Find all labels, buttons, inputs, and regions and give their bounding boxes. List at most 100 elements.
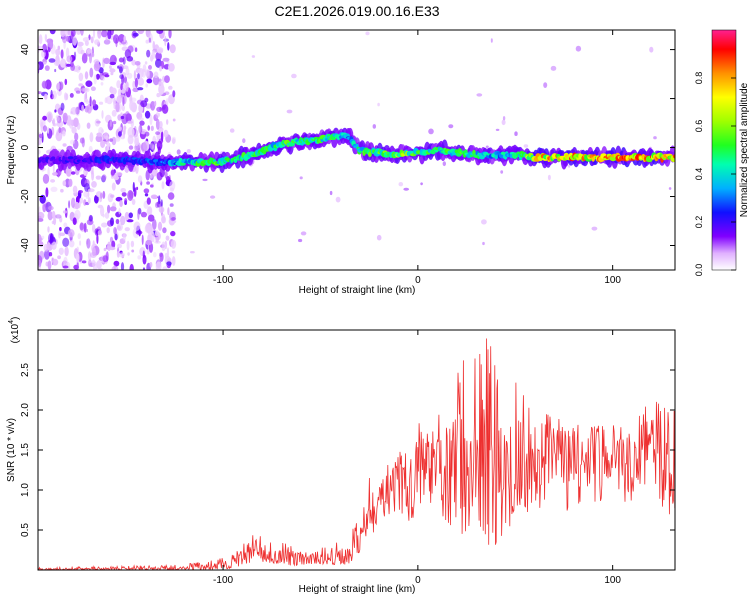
noise-speck bbox=[500, 170, 504, 174]
noise-blob bbox=[92, 240, 95, 248]
noise-blob bbox=[47, 126, 50, 134]
noise-blob bbox=[167, 42, 170, 51]
noise-blob bbox=[121, 192, 127, 197]
noise-blob bbox=[78, 72, 84, 82]
noise-speck bbox=[591, 226, 598, 231]
noise-blob bbox=[62, 180, 67, 187]
noise-blob bbox=[71, 126, 77, 134]
noise-blob bbox=[76, 122, 81, 130]
noise-blob bbox=[171, 250, 176, 254]
noise-blob bbox=[122, 96, 125, 107]
noise-blob bbox=[144, 193, 149, 197]
noise-speck bbox=[251, 55, 256, 58]
noise-blob bbox=[131, 249, 135, 253]
noise-blob bbox=[161, 213, 166, 224]
noise-blob bbox=[104, 74, 110, 78]
noise-blob bbox=[142, 254, 147, 265]
noise-blob bbox=[76, 260, 79, 270]
noise-blob bbox=[163, 129, 169, 138]
noise-blob bbox=[116, 250, 120, 258]
colorbar-gradient bbox=[711, 29, 737, 271]
noise-blob bbox=[160, 199, 163, 208]
noise-blob bbox=[128, 212, 133, 219]
noise-blob bbox=[72, 185, 78, 194]
snr-xlabel: Height of straight line (km) bbox=[299, 584, 416, 595]
noise-blob bbox=[91, 52, 95, 58]
noise-blob bbox=[120, 112, 123, 117]
ridge-core bbox=[67, 156, 74, 160]
noise-blob bbox=[144, 110, 151, 119]
noise-blob bbox=[143, 188, 150, 194]
noise-blob bbox=[86, 48, 93, 54]
noise-blob bbox=[110, 194, 115, 198]
noise-blob bbox=[55, 214, 62, 219]
noise-blob bbox=[134, 77, 138, 88]
noise-blob bbox=[57, 255, 61, 260]
noise-blob bbox=[144, 61, 148, 65]
snr-ytick-label: 0.5 bbox=[20, 523, 31, 537]
noise-blob bbox=[48, 233, 55, 244]
noise-speck bbox=[300, 231, 307, 236]
noise-blob bbox=[82, 37, 90, 42]
noise-blob bbox=[171, 256, 176, 266]
noise-blob bbox=[152, 75, 160, 86]
noise-blob bbox=[62, 130, 66, 137]
noise-blob bbox=[150, 184, 154, 188]
noise-blob bbox=[45, 79, 52, 90]
noise-blob bbox=[86, 228, 88, 233]
noise-blob bbox=[54, 68, 57, 73]
noise-blob bbox=[97, 204, 104, 209]
noise-blob bbox=[109, 54, 117, 65]
noise-blob bbox=[101, 222, 108, 228]
noise-blob bbox=[160, 130, 164, 142]
spectrogram-marks bbox=[38, 30, 675, 270]
noise-blob bbox=[166, 261, 172, 266]
noise-blob bbox=[123, 76, 127, 84]
noise-blob bbox=[126, 240, 130, 251]
noise-speck bbox=[653, 136, 657, 140]
noise-blob bbox=[125, 67, 130, 76]
noise-blob bbox=[105, 135, 109, 142]
noise-blob bbox=[125, 111, 130, 118]
noise-blob bbox=[101, 30, 108, 38]
noise-speck bbox=[190, 251, 195, 254]
noise-blob bbox=[119, 66, 123, 74]
noise-blob bbox=[169, 44, 176, 54]
noise-blob bbox=[127, 190, 134, 201]
noise-blob bbox=[138, 117, 144, 121]
noise-blob bbox=[52, 172, 58, 176]
spectrogram-xtick-label: 0 bbox=[415, 275, 421, 286]
noise-blob bbox=[55, 131, 63, 142]
noise-speck bbox=[442, 161, 446, 167]
spectrogram-ytick-label: 20 bbox=[20, 93, 31, 105]
noise-blob bbox=[132, 181, 135, 193]
colorbar-tick-label: 0.2 bbox=[694, 216, 704, 229]
noise-speck bbox=[490, 38, 493, 43]
noise-blob bbox=[103, 57, 111, 64]
noise-blob bbox=[88, 259, 92, 267]
noise-blob bbox=[127, 134, 134, 145]
noise-blob bbox=[44, 93, 48, 100]
noise-blob bbox=[109, 65, 112, 69]
snr-ytick-label: 2.5 bbox=[20, 363, 31, 377]
noise-blob bbox=[153, 71, 159, 79]
noise-speck bbox=[420, 182, 423, 186]
spectrogram-ticks: -100 0 100 -40 -20 0 20 40 bbox=[20, 30, 675, 286]
ridge-core bbox=[212, 159, 217, 162]
noise-blob bbox=[91, 170, 95, 181]
figure-title: C2E1.2026.019.00.16.E33 bbox=[274, 3, 439, 19]
spectrogram-frame bbox=[37, 29, 676, 271]
noise-blob bbox=[147, 206, 153, 215]
spectrogram-xtick-label: -100 bbox=[213, 275, 233, 286]
noise-blob bbox=[48, 205, 54, 211]
noise-blob bbox=[85, 80, 93, 87]
noise-blob bbox=[58, 247, 64, 255]
noise-blob bbox=[146, 197, 151, 205]
noise-blob bbox=[63, 222, 68, 228]
noise-blob bbox=[53, 59, 61, 67]
noise-blob bbox=[89, 67, 94, 78]
noise-blob bbox=[59, 232, 66, 237]
noise-blob bbox=[162, 266, 168, 270]
noise-blob bbox=[110, 217, 114, 226]
